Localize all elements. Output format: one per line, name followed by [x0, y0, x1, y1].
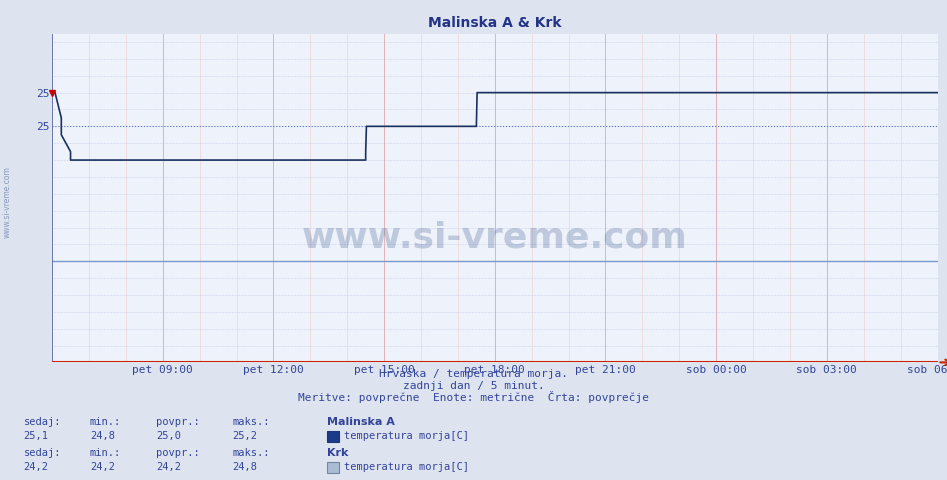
Text: 24,2: 24,2: [24, 462, 48, 472]
Text: Krk: Krk: [327, 448, 348, 458]
Text: sedaj:: sedaj:: [24, 417, 62, 427]
Text: 24,8: 24,8: [232, 462, 257, 472]
Text: www.si-vreme.com: www.si-vreme.com: [302, 220, 688, 254]
Text: 25,1: 25,1: [24, 431, 48, 441]
Text: min.:: min.:: [90, 417, 121, 427]
Text: 25,0: 25,0: [156, 431, 181, 441]
Text: zadnji dan / 5 minut.: zadnji dan / 5 minut.: [402, 381, 545, 391]
Text: Meritve: povprečne  Enote: metrične  Črta: povprečje: Meritve: povprečne Enote: metrične Črta:…: [298, 391, 649, 403]
Text: temperatura morja[C]: temperatura morja[C]: [344, 462, 469, 472]
Text: 24,8: 24,8: [90, 431, 115, 441]
Text: 24,2: 24,2: [156, 462, 181, 472]
Text: povpr.:: povpr.:: [156, 417, 200, 427]
Title: Malinska A & Krk: Malinska A & Krk: [428, 16, 562, 30]
Text: povpr.:: povpr.:: [156, 448, 200, 458]
Text: www.si-vreme.com: www.si-vreme.com: [3, 166, 12, 238]
Text: Hrvaška / temperatura morja.: Hrvaška / temperatura morja.: [379, 368, 568, 379]
Text: temperatura morja[C]: temperatura morja[C]: [344, 431, 469, 441]
Text: 24,2: 24,2: [90, 462, 115, 472]
Text: 25,2: 25,2: [232, 431, 257, 441]
Text: sedaj:: sedaj:: [24, 448, 62, 458]
Text: maks.:: maks.:: [232, 448, 270, 458]
Text: min.:: min.:: [90, 448, 121, 458]
Text: maks.:: maks.:: [232, 417, 270, 427]
Text: Malinska A: Malinska A: [327, 417, 395, 427]
